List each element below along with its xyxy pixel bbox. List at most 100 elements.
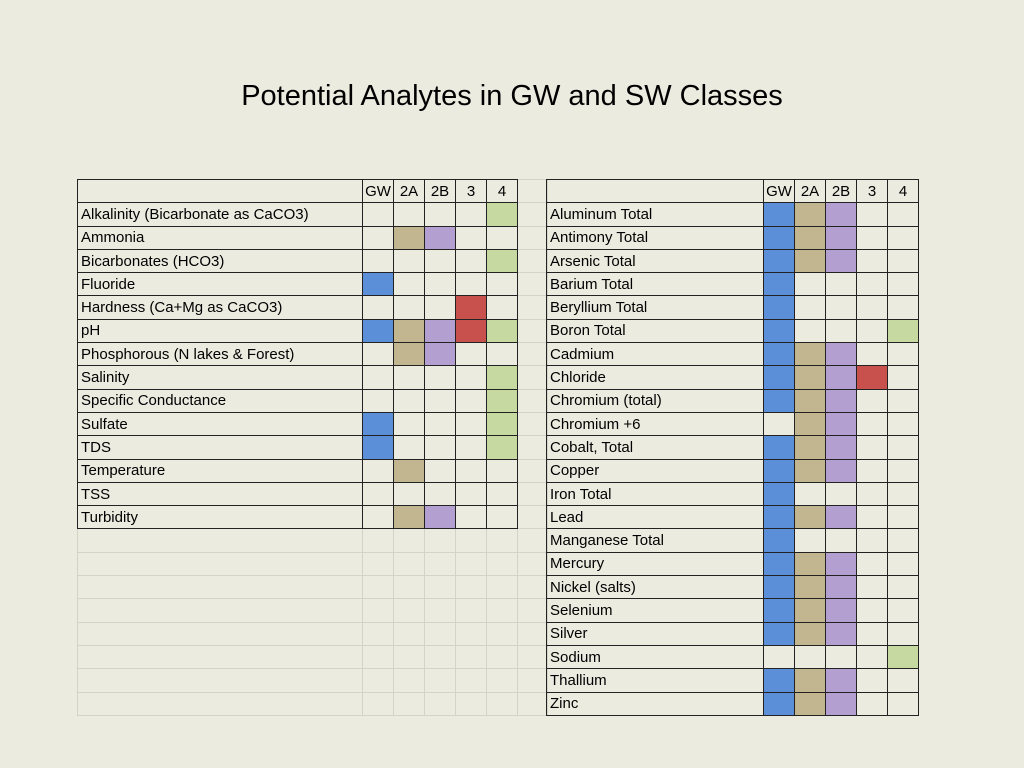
column-header-2a: 2A <box>393 178 425 204</box>
gap-cell <box>517 365 548 390</box>
class-cell-2b <box>825 458 857 483</box>
class-cell-2a <box>393 318 425 344</box>
table-row: Chloride <box>546 365 919 390</box>
table-row: Boron Total <box>546 318 919 344</box>
class-cell-2b <box>825 248 857 274</box>
table-row: Zinc <box>546 691 919 716</box>
empty-grid-cell <box>77 551 363 577</box>
class-cell-2a <box>393 225 425 250</box>
table-row: Sodium <box>546 644 919 670</box>
gap-cell <box>517 202 548 227</box>
table-row: Chromium +6 <box>546 411 919 437</box>
class-cell-3 <box>856 458 888 483</box>
table-row: Salinity <box>77 365 548 390</box>
class-cell-2b <box>424 505 456 530</box>
gap-cell <box>517 295 548 320</box>
class-cell-gw <box>362 202 394 227</box>
class-cell-gw <box>362 411 394 437</box>
class-cell-4 <box>486 225 518 250</box>
analyte-name: TDS <box>77 435 363 460</box>
class-cell-gw <box>362 505 394 530</box>
empty-grid-cell <box>486 621 518 646</box>
class-cell-2a <box>794 225 826 250</box>
analyte-name: Thallium <box>546 668 764 693</box>
class-cell-3 <box>856 668 888 693</box>
column-header-4: 4 <box>887 178 919 204</box>
empty-grid-cell <box>362 621 394 646</box>
class-cell-2b <box>424 248 456 274</box>
column-header-2b: 2B <box>825 178 857 204</box>
empty-grid-cell <box>393 644 425 670</box>
class-cell-2a <box>794 644 826 670</box>
class-cell-2b <box>825 295 857 320</box>
analyte-name: Zinc <box>546 691 764 716</box>
class-cell-4 <box>486 435 518 460</box>
class-cell-gw <box>763 295 795 320</box>
table-row: Hardness (Ca+Mg as CaCO3) <box>77 295 548 320</box>
class-cell-2b <box>424 365 456 390</box>
empty-grid-cell <box>362 528 394 553</box>
class-cell-3 <box>455 481 487 507</box>
class-cell-gw <box>763 505 795 530</box>
column-header-gw: GW <box>763 178 795 204</box>
class-cell-3 <box>455 388 487 413</box>
table-row: Nickel (salts) <box>546 575 919 600</box>
analyte-name: Chloride <box>546 365 764 390</box>
class-cell-2a <box>393 202 425 227</box>
analyte-name: Chromium (total) <box>546 388 764 413</box>
class-cell-3 <box>856 481 888 507</box>
class-cell-3 <box>455 435 487 460</box>
table-row: Cobalt, Total <box>546 435 919 460</box>
class-cell-4 <box>887 644 919 670</box>
class-cell-gw <box>763 388 795 413</box>
class-cell-2a <box>794 668 826 693</box>
class-cell-2a <box>794 575 826 600</box>
analyte-name: Specific Conductance <box>77 388 363 413</box>
class-cell-2b <box>424 342 456 367</box>
class-cell-gw <box>763 481 795 507</box>
class-cell-3 <box>455 202 487 227</box>
table-row: Copper <box>546 458 919 483</box>
analyte-name: pH <box>77 318 363 344</box>
empty-grid-cell <box>393 575 425 600</box>
class-cell-gw <box>362 458 394 483</box>
class-cell-2a <box>393 365 425 390</box>
class-cell-4 <box>887 458 919 483</box>
empty-grid-cell <box>517 528 548 553</box>
table-row: Specific Conductance <box>77 388 548 413</box>
empty-grid-cell <box>362 575 394 600</box>
empty-grid-cell <box>77 598 363 623</box>
right-analyte-table: GW 2A 2B 3 4 Aluminum Total Antimony Total Arse… <box>546 178 919 716</box>
class-cell-2a <box>794 365 826 390</box>
class-cell-2a <box>794 551 826 577</box>
class-cell-3 <box>455 505 487 530</box>
empty-grid-row <box>77 621 548 646</box>
class-cell-2a <box>794 411 826 437</box>
class-cell-3 <box>856 435 888 460</box>
class-cell-2a <box>794 435 826 460</box>
empty-grid-cell <box>455 528 487 553</box>
empty-grid-cell <box>517 598 548 623</box>
class-cell-2a <box>794 248 826 274</box>
class-cell-2a <box>393 272 425 297</box>
class-cell-2a <box>794 318 826 344</box>
class-cell-4 <box>486 411 518 437</box>
class-cell-4 <box>887 551 919 577</box>
analyte-name: Antimony Total <box>546 225 764 250</box>
class-cell-gw <box>763 644 795 670</box>
class-cell-2a <box>393 435 425 460</box>
analyte-name: Cobalt, Total <box>546 435 764 460</box>
class-cell-3 <box>856 691 888 716</box>
class-cell-2b <box>825 668 857 693</box>
class-cell-4 <box>486 272 518 297</box>
class-cell-4 <box>887 411 919 437</box>
class-cell-gw <box>362 318 394 344</box>
class-cell-2b <box>825 551 857 577</box>
class-cell-gw <box>763 272 795 297</box>
class-cell-gw <box>362 365 394 390</box>
analyte-name: Barium Total <box>546 272 764 297</box>
class-cell-3 <box>856 505 888 530</box>
class-cell-2a <box>393 481 425 507</box>
analyte-name: Ammonia <box>77 225 363 250</box>
empty-grid-cell <box>486 528 518 553</box>
